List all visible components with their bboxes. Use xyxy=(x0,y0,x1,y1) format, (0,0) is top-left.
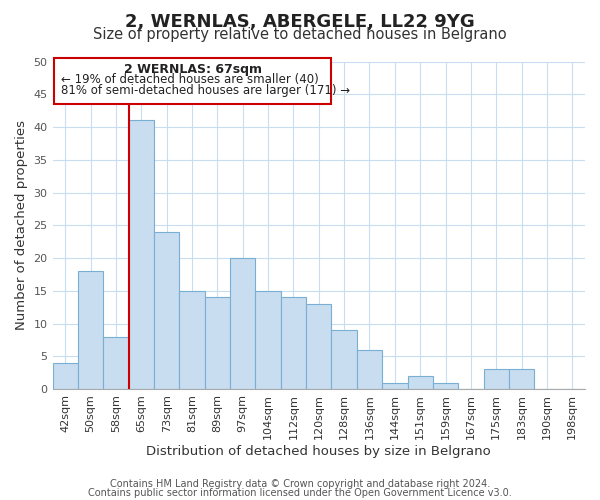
Text: Size of property relative to detached houses in Belgrano: Size of property relative to detached ho… xyxy=(93,28,507,42)
Text: 2 WERNLAS: 67sqm: 2 WERNLAS: 67sqm xyxy=(124,63,262,76)
Bar xyxy=(53,363,78,389)
Text: 2, WERNLAS, ABERGELE, LL22 9YG: 2, WERNLAS, ABERGELE, LL22 9YG xyxy=(125,12,475,30)
Y-axis label: Number of detached properties: Number of detached properties xyxy=(15,120,28,330)
Bar xyxy=(154,232,179,389)
X-axis label: Distribution of detached houses by size in Belgrano: Distribution of detached houses by size … xyxy=(146,444,491,458)
Bar xyxy=(433,382,458,389)
Bar xyxy=(78,271,103,389)
Text: Contains public sector information licensed under the Open Government Licence v3: Contains public sector information licen… xyxy=(88,488,512,498)
Bar xyxy=(281,298,306,389)
Bar xyxy=(331,330,357,389)
Bar xyxy=(484,370,509,389)
Bar xyxy=(103,336,128,389)
Bar xyxy=(306,304,331,389)
Bar xyxy=(256,291,281,389)
Text: Contains HM Land Registry data © Crown copyright and database right 2024.: Contains HM Land Registry data © Crown c… xyxy=(110,479,490,489)
FancyBboxPatch shape xyxy=(54,58,331,104)
Bar xyxy=(230,258,256,389)
Bar xyxy=(357,350,382,389)
Bar xyxy=(205,298,230,389)
Bar xyxy=(179,291,205,389)
Bar xyxy=(382,382,407,389)
Bar xyxy=(407,376,433,389)
Text: 81% of semi-detached houses are larger (171) →: 81% of semi-detached houses are larger (… xyxy=(61,84,350,98)
Bar xyxy=(509,370,534,389)
Bar xyxy=(128,120,154,389)
Text: ← 19% of detached houses are smaller (40): ← 19% of detached houses are smaller (40… xyxy=(61,74,319,86)
